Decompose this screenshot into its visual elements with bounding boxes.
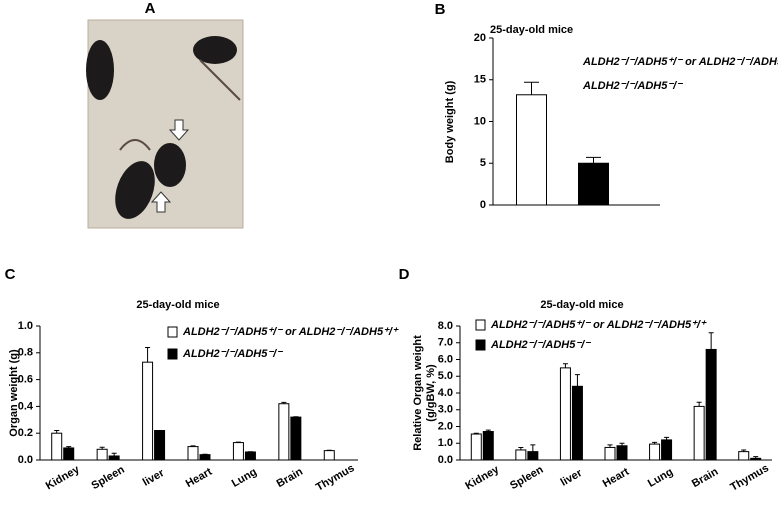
bar — [528, 452, 538, 460]
y-tick-label: 3.0 — [438, 404, 453, 416]
y-axis-label: (g/gBW, %) — [425, 364, 437, 422]
bar — [516, 450, 526, 460]
chart-title: 25-day-old mice — [540, 299, 623, 311]
bar — [483, 432, 493, 460]
mouse-photo — [86, 20, 243, 228]
y-tick-label: 6.0 — [438, 353, 453, 365]
x-tick-label: Spleen — [508, 464, 545, 493]
y-tick-label: 15 — [474, 74, 486, 86]
x-tick-label: Kidney — [44, 463, 83, 492]
legend-swatch — [168, 349, 177, 359]
bar — [233, 443, 243, 460]
bar — [560, 368, 570, 460]
x-tick-label: Brain — [690, 466, 721, 491]
panel-letter: C — [5, 266, 16, 283]
error-bar — [145, 347, 150, 362]
legend-label: ALDH2⁻/⁻/ADH5⁺/⁻ or ALDH2⁻/⁻/ADH5⁺/⁺ — [490, 319, 707, 331]
y-tick-label: 0.0 — [438, 454, 453, 466]
panel-letter: D — [399, 266, 410, 283]
bar — [471, 434, 481, 460]
legend-swatch — [168, 327, 177, 337]
y-tick-label: 0.2 — [18, 427, 33, 439]
bar — [739, 452, 749, 460]
bar — [245, 452, 255, 460]
x-tick-label: Thymus — [728, 462, 771, 493]
bar — [694, 406, 704, 460]
bar — [52, 433, 62, 460]
y-tick-label: 1.0 — [18, 320, 33, 332]
y-tick-label: 20 — [474, 32, 486, 44]
error-bar — [530, 445, 535, 452]
bar — [97, 449, 107, 460]
chart-title: 25-day-old mice — [136, 299, 219, 311]
y-tick-label: 1.0 — [438, 437, 453, 449]
x-tick-label: Heart — [601, 466, 632, 491]
error-bar — [697, 402, 702, 406]
x-tick-label: Lung — [646, 466, 675, 490]
panel-letter: B — [435, 1, 446, 18]
legend-label: ALDH2⁻/⁻/ADH5⁻/⁻ — [582, 80, 683, 92]
bar — [751, 458, 761, 460]
chart-title: 25-day-old mice — [490, 24, 573, 36]
error-bar — [524, 82, 539, 95]
y-tick-label: 8.0 — [438, 320, 453, 332]
bar — [291, 417, 301, 460]
bar — [706, 349, 716, 460]
x-tick-label: Spleen — [89, 464, 126, 493]
bar — [109, 456, 119, 460]
y-tick-label: 2.0 — [438, 420, 453, 432]
bar — [517, 95, 547, 205]
y-tick-label: 5.0 — [438, 370, 453, 382]
bar — [617, 446, 627, 460]
bar — [64, 448, 74, 460]
bar — [155, 431, 165, 460]
y-tick-label: 0.6 — [18, 374, 33, 386]
bar — [572, 386, 582, 460]
legend-swatch — [476, 320, 485, 330]
x-tick-label: liver — [141, 467, 167, 489]
bar — [662, 440, 672, 460]
panel-letter: A — [145, 0, 156, 17]
y-tick-label: 0 — [480, 199, 486, 211]
legend-label: ALDH2⁻/⁻/ADH5⁻/⁻ — [490, 339, 591, 351]
error-bar — [709, 333, 714, 350]
y-tick-label: 0.8 — [18, 347, 33, 359]
bar — [279, 404, 289, 460]
bar — [579, 163, 609, 205]
legend-label: ALDH2⁻/⁻/ADH5⁺/⁻ or ALDH2⁻/⁻/ADH5⁺/⁺ — [582, 56, 778, 68]
bar — [650, 444, 660, 460]
x-tick-label: Kidney — [463, 463, 502, 492]
x-tick-label: liver — [559, 467, 585, 489]
y-tick-label: 4.0 — [438, 387, 453, 399]
y-tick-label: 0.4 — [18, 400, 34, 412]
error-bar — [575, 375, 580, 387]
y-axis-label: Body weight (g) — [444, 80, 456, 163]
y-tick-label: 5 — [480, 157, 486, 169]
error-bar — [586, 157, 601, 163]
x-tick-label: Heart — [184, 466, 215, 491]
bar — [200, 455, 210, 460]
legend-label: ALDH2⁻/⁻/ADH5⁺/⁻ or ALDH2⁻/⁻/ADH5⁺/⁺ — [182, 326, 399, 338]
y-tick-label: 0.0 — [18, 454, 33, 466]
bar — [605, 447, 615, 460]
legend-swatch — [476, 340, 485, 350]
y-tick-label: 10 — [474, 115, 486, 127]
bar — [143, 362, 153, 460]
x-tick-label: Thymus — [314, 462, 357, 493]
legend-label: ALDH2⁻/⁻/ADH5⁻/⁻ — [182, 348, 283, 360]
x-tick-label: Lung — [230, 466, 259, 490]
bar — [324, 451, 334, 460]
bar — [188, 447, 198, 460]
y-axis-label: Relative Organ weight — [412, 335, 424, 451]
y-tick-label: 7.0 — [438, 337, 453, 349]
error-bar — [563, 364, 568, 368]
x-tick-label: Brain — [275, 466, 306, 491]
y-axis-label: Organ weight (g) — [8, 349, 20, 437]
